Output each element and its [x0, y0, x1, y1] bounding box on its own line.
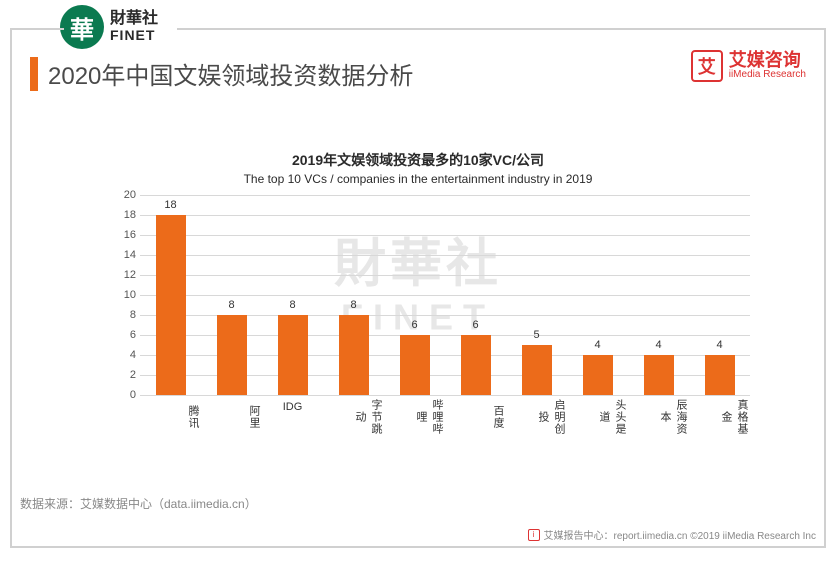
page-title: 2020年中国文娱领域投资数据分析	[48, 56, 413, 91]
bar: 6	[400, 335, 430, 395]
bar: 6	[461, 335, 491, 395]
x-category-label: 辰海资本	[628, 395, 689, 435]
iimedia-brand: 艾 艾媒咨询 iiMedia Research	[691, 50, 806, 82]
chart-title: 2019年文娱领域投资最多的10家VC/公司 The top 10 VCs / …	[0, 150, 836, 186]
y-tick-label: 14	[112, 249, 136, 261]
bar-value-label: 8	[339, 299, 369, 311]
iimedia-small-icon: i	[528, 529, 540, 541]
y-tick-label: 2	[112, 369, 136, 381]
chart-title-cn: 2019年文娱领域投资最多的10家VC/公司	[0, 150, 836, 170]
y-tick-label: 16	[112, 229, 136, 241]
y-tick-label: 4	[112, 349, 136, 361]
x-category-label: 启明创投	[506, 395, 567, 435]
finet-logo-cn: 財華社	[110, 11, 158, 28]
bar-value-label: 4	[705, 339, 735, 351]
bar: 4	[644, 355, 674, 395]
copyright: i 艾媒报告中心：report.iimedia.cn ©2019 iiMedia…	[528, 527, 816, 542]
bar: 5	[522, 345, 552, 395]
x-category-label: 阿里	[201, 395, 262, 435]
x-category-label: 头头是道	[567, 395, 628, 435]
bar-value-label: 6	[400, 319, 430, 331]
iimedia-cn: 艾媒咨询	[729, 51, 806, 70]
bar-value-label: 4	[583, 339, 613, 351]
x-category-label: 真格基金	[689, 395, 750, 435]
bar-value-label: 6	[461, 319, 491, 331]
iimedia-en: iiMedia Research	[729, 70, 806, 81]
bar-slot: 8	[262, 195, 323, 395]
bar-slot: 8	[323, 195, 384, 395]
bar-value-label: 8	[278, 299, 308, 311]
copyright-text: 艾媒报告中心：report.iimedia.cn ©2019 iiMedia R…	[544, 527, 816, 542]
bar: 18	[156, 215, 186, 395]
y-tick-label: 12	[112, 269, 136, 281]
bar: 8	[278, 315, 308, 395]
bar-slot: 4	[689, 195, 750, 395]
y-tick-label: 18	[112, 209, 136, 221]
bar-slot: 18	[140, 195, 201, 395]
page-title-block: 2020年中国文娱领域投资数据分析	[30, 56, 413, 91]
bar-slot: 6	[384, 195, 445, 395]
y-tick-label: 20	[112, 189, 136, 201]
bar-value-label: 18	[156, 199, 186, 211]
x-category-label: IDG	[262, 395, 323, 435]
bar-slot: 6	[445, 195, 506, 395]
data-source: 数据来源：艾媒数据中心（data.iimedia.cn）	[20, 495, 257, 512]
bar: 4	[705, 355, 735, 395]
bar: 8	[339, 315, 369, 395]
x-category-label: 字节跳动	[323, 395, 384, 435]
x-category-label: 哔哩哔哩	[384, 395, 445, 435]
bar-slot: 8	[201, 195, 262, 395]
x-category-label: 百度	[445, 395, 506, 435]
bar: 8	[217, 315, 247, 395]
iimedia-icon: 艾	[691, 50, 723, 82]
y-tick-label: 6	[112, 329, 136, 341]
bar-slot: 5	[506, 195, 567, 395]
bar-slot: 4	[567, 195, 628, 395]
bar: 4	[583, 355, 613, 395]
bar-value-label: 5	[522, 329, 552, 341]
y-tick-label: 8	[112, 309, 136, 321]
bar-value-label: 8	[217, 299, 247, 311]
bar-slot: 4	[628, 195, 689, 395]
title-accent-bar	[30, 57, 38, 91]
chart-title-en: The top 10 VCs / companies in the entert…	[0, 172, 836, 186]
bar-chart: 0246810121416182018888665444 腾讯阿里IDG字节跳动…	[110, 195, 750, 435]
y-tick-label: 10	[112, 289, 136, 301]
x-category-label: 腾讯	[140, 395, 201, 435]
bar-value-label: 4	[644, 339, 674, 351]
y-tick-label: 0	[112, 389, 136, 401]
